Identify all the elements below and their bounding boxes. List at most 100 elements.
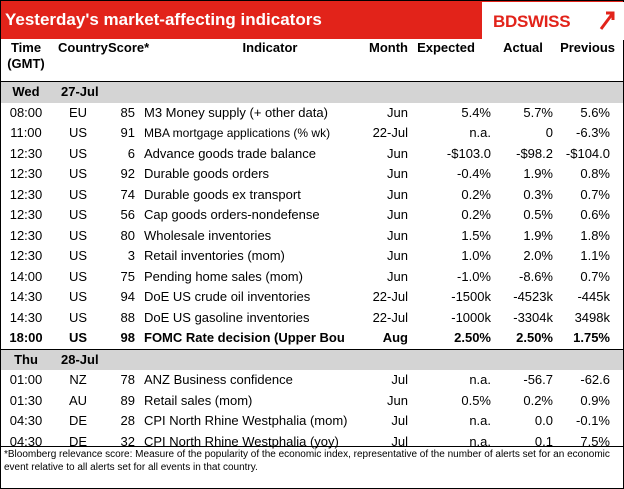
cell-month: Jun bbox=[387, 145, 408, 161]
cell-expected: 1.0% bbox=[461, 248, 491, 263]
cell-indicator: ANZ Business confidence bbox=[144, 372, 293, 387]
cell-previous: -0.1% bbox=[576, 413, 610, 428]
cell-time: 12:30 bbox=[9, 186, 43, 202]
table-row: 12:30 US 56 Cap goods orders-nondefense Jun 0… bbox=[1, 205, 623, 226]
col-header-indicator: Indicator bbox=[242, 40, 298, 55]
cell-previous: 1.1% bbox=[580, 248, 610, 263]
cell-expected: 2.50% bbox=[454, 330, 491, 345]
cell-month: Jul bbox=[391, 413, 408, 428]
cell-time: 11:00 bbox=[10, 125, 42, 140]
cell-country: US bbox=[68, 268, 88, 284]
day-date: 27-Jul bbox=[61, 84, 99, 99]
table-row: 14:00 US 75 Pending home sales (mom) Jun -1.0… bbox=[1, 267, 623, 288]
cell-previous: -62.6 bbox=[580, 372, 610, 387]
day-row: Wed 27-Jul bbox=[1, 81, 623, 103]
cell-actual: 1.9% bbox=[523, 227, 553, 243]
cell-previous: -$104.0 bbox=[565, 145, 610, 161]
cell-score: 6 bbox=[127, 145, 135, 161]
col-header-expected: Expected bbox=[417, 40, 475, 55]
cell-country: US bbox=[68, 166, 88, 181]
cell-time: 04:30 bbox=[9, 433, 43, 449]
cell-expected: -1.0% bbox=[457, 268, 491, 284]
footnote: *Bloomberg relevance score: Measure of t… bbox=[4, 449, 610, 473]
cell-expected: -$103.0 bbox=[446, 145, 491, 161]
cell-score: 88 bbox=[120, 309, 135, 325]
cell-score: 89 bbox=[120, 392, 135, 408]
cell-month: 22-Jul bbox=[372, 289, 408, 304]
cell-country: US bbox=[68, 289, 88, 304]
cell-actual: 2.50% bbox=[516, 330, 553, 345]
cell-time: 14:30 bbox=[9, 309, 43, 325]
cell-country: US bbox=[68, 330, 88, 345]
cell-month: Jul bbox=[391, 433, 408, 449]
cell-expected: 0.5% bbox=[461, 392, 491, 408]
cell-country: DE bbox=[68, 433, 88, 449]
cell-time: 12:30 bbox=[9, 145, 43, 161]
day-row: Thu 28-Jul bbox=[1, 348, 623, 370]
cell-actual: 0.3% bbox=[523, 186, 553, 202]
cell-country: DE bbox=[68, 413, 88, 428]
cell-indicator: Cap goods orders-nondefense bbox=[144, 207, 320, 222]
cell-country: EU bbox=[68, 104, 88, 120]
table-row: 12:30 US 6 Advance goods trade balance Jun -$… bbox=[1, 144, 623, 165]
cell-indicator: Pending home sales (mom) bbox=[144, 268, 303, 284]
brand-logo: BDSWISS bbox=[482, 2, 624, 40]
cell-actual: 0.2% bbox=[523, 392, 553, 408]
cell-time: 01:00 bbox=[9, 372, 43, 387]
cell-country: AU bbox=[68, 392, 88, 408]
cell-actual: -56.7 bbox=[523, 372, 553, 387]
brand-arrow-icon bbox=[599, 11, 615, 30]
page-title: Yesterday's market-affecting indicators bbox=[5, 10, 322, 29]
cell-previous: 0.6% bbox=[580, 207, 610, 222]
cell-time: 12:30 bbox=[9, 227, 43, 243]
cell-expected: n.a. bbox=[469, 125, 491, 140]
table-row: 01:00 NZ 78 ANZ Business confidence Jul n.a. -… bbox=[1, 370, 623, 391]
cell-actual: 0.5% bbox=[523, 207, 553, 222]
cell-indicator: CPI North Rhine Westphalia (mom) bbox=[144, 413, 348, 428]
col-header-time: Time (GMT) bbox=[7, 40, 45, 71]
cell-indicator: Retail sales (mom) bbox=[144, 392, 253, 408]
cell-previous: 0.7% bbox=[580, 186, 610, 202]
cell-score: 85 bbox=[120, 104, 135, 120]
cell-month: Jun bbox=[387, 186, 408, 202]
cell-actual: 0.0 bbox=[534, 413, 553, 428]
table-row: 12:30 US 92 Durable goods orders Jun -0.4% 1.9… bbox=[1, 164, 623, 185]
cell-month: 22-Jul bbox=[372, 309, 408, 325]
col-header-score: Score* bbox=[108, 40, 150, 55]
indicator-table: Wed 27-Jul 08:00 EU 85 M3 Money supply (+ o… bbox=[1, 81, 623, 452]
cell-score: 56 bbox=[120, 207, 135, 222]
cell-previous: 5.6% bbox=[580, 104, 610, 120]
cell-country: US bbox=[68, 207, 88, 222]
cell-time: 18:00 bbox=[9, 330, 43, 345]
day-rows: 08:00 EU 85 M3 Money supply (+ other data) J… bbox=[1, 103, 623, 349]
cell-time: 12:30 bbox=[9, 248, 43, 263]
cell-previous: 0.8% bbox=[580, 166, 610, 181]
cell-score: 80 bbox=[120, 227, 135, 243]
cell-time: 01:30 bbox=[9, 392, 43, 408]
cell-indicator: DoE US crude oil inventories bbox=[144, 289, 311, 304]
table-row: 12:30 US 80 Wholesale inventories Jun 1.5% 1.9… bbox=[1, 226, 623, 247]
cell-time: 14:00 bbox=[9, 268, 43, 284]
cell-score: 28 bbox=[120, 413, 135, 428]
cell-time: 04:30 bbox=[9, 413, 43, 428]
col-header-month: Month bbox=[369, 40, 408, 55]
cell-previous: 3498k bbox=[574, 309, 610, 325]
cell-month: Jun bbox=[387, 268, 408, 284]
cell-expected: -1500k bbox=[451, 289, 491, 304]
cell-actual: 0.1 bbox=[534, 433, 553, 449]
cell-actual: -$98.2 bbox=[516, 145, 553, 161]
col-header-country: Country bbox=[58, 40, 108, 55]
table-row: 08:00 EU 85 M3 Money supply (+ other data) J… bbox=[1, 103, 623, 124]
cell-time: 14:30 bbox=[9, 289, 43, 304]
cell-indicator: Advance goods trade balance bbox=[144, 145, 317, 161]
cell-previous: 1.8% bbox=[580, 227, 610, 243]
cell-expected: -1000k bbox=[451, 309, 491, 325]
table-row: 12:30 US 74 Durable goods ex transport Jun 0.… bbox=[1, 185, 623, 206]
cell-score: 3 bbox=[127, 248, 135, 263]
cell-actual: -8.6% bbox=[519, 268, 553, 284]
table-row: 04:30 DE 28 CPI North Rhine Westphalia (mom… bbox=[1, 411, 623, 432]
table-row: 14:30 US 88 DoE US gasoline inventories 22-J… bbox=[1, 308, 623, 329]
cell-score: 32 bbox=[120, 433, 135, 449]
cell-expected: 0.2% bbox=[461, 186, 491, 202]
cell-country: US bbox=[68, 248, 88, 263]
